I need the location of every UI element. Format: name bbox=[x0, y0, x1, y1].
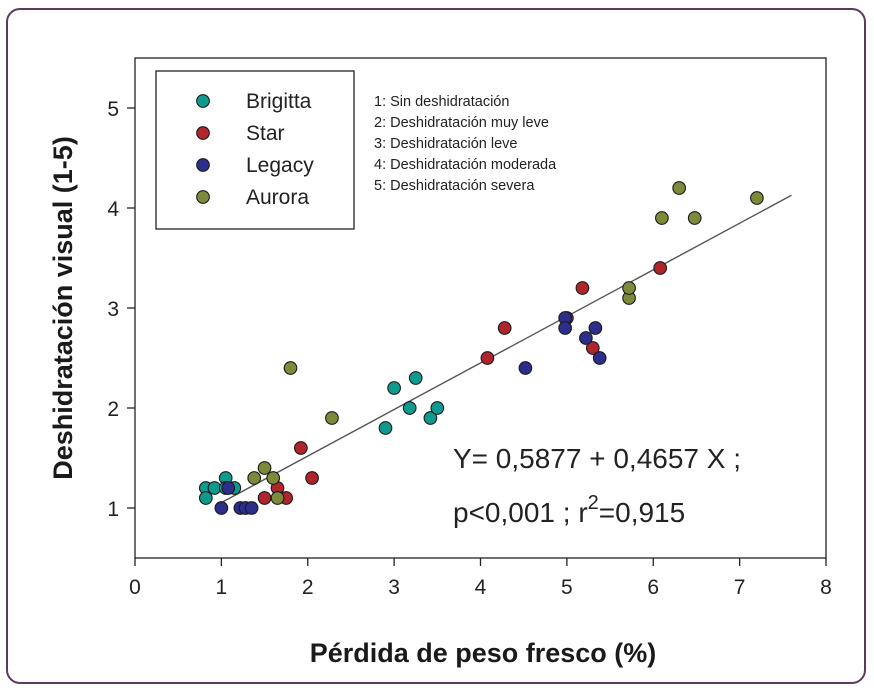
figure-frame bbox=[6, 8, 866, 684]
point-legacy bbox=[592, 351, 607, 365]
point-legacy bbox=[588, 321, 603, 335]
y-tick-label: 5 bbox=[107, 98, 119, 121]
point-brigitta bbox=[408, 371, 423, 385]
x-tick-label: 6 bbox=[647, 576, 659, 599]
equation-superscript: 2 bbox=[588, 492, 599, 514]
point-star bbox=[585, 341, 600, 355]
point-star bbox=[575, 281, 590, 295]
equation-line-2: p<0,001 ; r2=0,915 bbox=[453, 492, 685, 528]
equation-r2-value: =0,915 bbox=[599, 497, 685, 528]
legend-marker-brigitta bbox=[196, 94, 210, 108]
point-brigitta bbox=[387, 381, 401, 395]
point-aurora bbox=[655, 211, 669, 225]
x-axis-label: Pérdida de peso fresco (%) bbox=[310, 638, 657, 668]
point-legacy bbox=[558, 321, 572, 335]
y-tick-label: 3 bbox=[107, 298, 119, 321]
x-tick-label: 3 bbox=[388, 576, 400, 599]
x-tick-label: 8 bbox=[820, 576, 832, 599]
y-tick-label: 2 bbox=[107, 398, 119, 421]
point-aurora bbox=[750, 191, 764, 205]
legend-label-star: Star bbox=[246, 122, 285, 145]
point-legacy bbox=[518, 361, 533, 375]
point-star bbox=[293, 441, 308, 455]
point-aurora bbox=[257, 461, 272, 475]
point-aurora bbox=[672, 181, 687, 195]
legend-box bbox=[155, 70, 355, 230]
point-star bbox=[497, 321, 512, 335]
point-star bbox=[480, 351, 495, 365]
x-tick-label: 5 bbox=[561, 576, 573, 599]
point-aurora bbox=[687, 211, 702, 225]
x-tick-label: 1 bbox=[216, 576, 228, 599]
x-tick-label: 7 bbox=[734, 576, 746, 599]
point-star bbox=[653, 261, 668, 275]
point-legacy bbox=[579, 331, 593, 345]
legend-label-legacy: Legacy bbox=[246, 154, 314, 177]
point-aurora bbox=[283, 361, 298, 375]
legend-label-brigitta: Brigitta bbox=[246, 90, 312, 113]
y-tick-label: 1 bbox=[107, 498, 119, 521]
point-legacy bbox=[214, 501, 229, 515]
x-tick-label: 4 bbox=[475, 576, 487, 599]
scale-note: 4: Deshidratación moderada bbox=[374, 157, 557, 173]
axis-ticks: 0 1 2 3 4 5 6 7 8 1 2 3 4 5 bbox=[107, 98, 832, 599]
equation-line-1: Y= 0,5877 + 0,4657 X ; bbox=[453, 443, 741, 474]
scale-note: 2: Deshidratación muy leve bbox=[374, 115, 549, 131]
point-star bbox=[257, 491, 272, 505]
scale-note: 3: Deshidratación leve bbox=[374, 136, 517, 152]
legend: Brigitta Star Legacy Aurora bbox=[196, 90, 314, 209]
legend-marker-aurora bbox=[196, 190, 210, 204]
x-tick-label: 0 bbox=[129, 576, 141, 599]
legend-label-aurora: Aurora bbox=[246, 186, 309, 209]
data-points bbox=[198, 181, 764, 515]
point-legacy bbox=[244, 501, 259, 515]
scale-note: 1: Sin deshidratación bbox=[374, 94, 509, 110]
point-brigitta bbox=[378, 421, 393, 435]
equation-stats: p<0,001 ; r bbox=[453, 497, 588, 528]
legend-marker-star bbox=[196, 126, 210, 140]
point-star bbox=[305, 471, 319, 485]
point-brigitta bbox=[402, 401, 417, 415]
point-brigitta bbox=[423, 411, 438, 425]
x-tick-label: 2 bbox=[302, 576, 314, 599]
point-aurora bbox=[622, 281, 636, 295]
point-brigitta bbox=[430, 401, 445, 415]
legend-marker-legacy bbox=[196, 158, 210, 172]
regression-line bbox=[221, 194, 792, 504]
scale-note: 5: Deshidratación severa bbox=[374, 178, 535, 194]
y-axis-label: Deshidratación visual (1-5) bbox=[48, 136, 78, 480]
point-aurora bbox=[247, 471, 262, 485]
point-aurora bbox=[325, 411, 339, 425]
point-aurora bbox=[266, 471, 281, 485]
scale-notes: 1: Sin deshidratación 2: Deshidratación m… bbox=[374, 94, 557, 194]
point-brigitta bbox=[198, 491, 213, 505]
point-legacy bbox=[221, 481, 236, 495]
y-tick-label: 4 bbox=[107, 198, 119, 221]
point-aurora bbox=[270, 491, 285, 505]
regression-line-group bbox=[221, 194, 792, 504]
